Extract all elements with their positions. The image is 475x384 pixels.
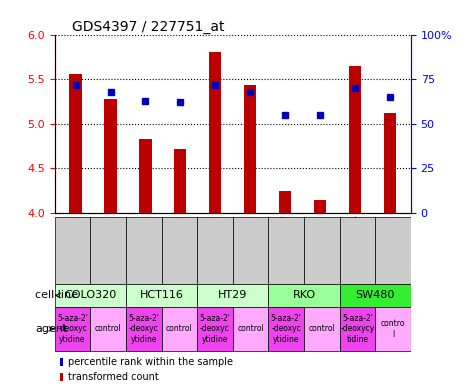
Bar [268, 284, 340, 307]
Bar [268, 217, 304, 284]
Bar [104, 99, 117, 213]
Text: percentile rank within the sample: percentile rank within the sample [68, 357, 233, 367]
Bar [60, 373, 63, 381]
Bar [126, 284, 197, 307]
Text: RKO: RKO [293, 290, 315, 300]
Bar [90, 307, 126, 351]
Bar [340, 284, 411, 307]
Bar [233, 307, 268, 351]
Bar [126, 217, 162, 284]
Bar [60, 358, 63, 366]
Bar [69, 74, 82, 213]
Bar [90, 217, 126, 284]
Text: control: control [237, 324, 264, 333]
Bar [197, 307, 233, 351]
Text: COLO320: COLO320 [64, 290, 116, 300]
Text: HT29: HT29 [218, 290, 247, 300]
Bar [314, 200, 326, 213]
Text: 5-aza-2'
-deoxyc
ytidine: 5-aza-2' -deoxyc ytidine [57, 314, 88, 344]
Bar [279, 191, 291, 213]
Bar [349, 66, 361, 213]
Text: contro
l: contro l [381, 319, 405, 339]
Text: control: control [166, 324, 193, 333]
Text: GDS4397 / 227751_at: GDS4397 / 227751_at [72, 20, 225, 33]
Text: HCT116: HCT116 [140, 290, 183, 300]
Bar [209, 53, 221, 213]
Bar [340, 217, 375, 284]
Bar [139, 139, 152, 213]
Bar [375, 217, 411, 284]
Bar [55, 307, 90, 351]
Bar [197, 284, 268, 307]
Bar [174, 149, 187, 213]
Text: cell line: cell line [35, 290, 78, 300]
Text: 5-aza-2'
-deoxyc
ytidine: 5-aza-2' -deoxyc ytidine [200, 314, 230, 344]
Text: transformed count: transformed count [68, 372, 159, 382]
Text: control: control [308, 324, 335, 333]
Bar [55, 284, 126, 307]
Bar [197, 217, 233, 284]
Text: agent: agent [35, 324, 67, 334]
Bar [340, 307, 375, 351]
Text: SW480: SW480 [356, 290, 395, 300]
Text: control: control [95, 324, 122, 333]
Text: 5-aza-2'
-deoxyc
ytidine: 5-aza-2' -deoxyc ytidine [128, 314, 159, 344]
Bar [233, 217, 268, 284]
Bar [162, 217, 197, 284]
Bar [244, 84, 256, 213]
Text: 5-aza-2'
-deoxyc
ytidine: 5-aza-2' -deoxyc ytidine [271, 314, 302, 344]
Bar [375, 307, 411, 351]
Bar [304, 217, 340, 284]
Bar [304, 307, 340, 351]
Text: 5-aza-2'
-deoxycy
tidine: 5-aza-2' -deoxycy tidine [340, 314, 375, 344]
Bar [162, 307, 197, 351]
Bar [268, 307, 304, 351]
Bar [384, 113, 396, 213]
Bar [126, 307, 162, 351]
Bar [55, 217, 90, 284]
